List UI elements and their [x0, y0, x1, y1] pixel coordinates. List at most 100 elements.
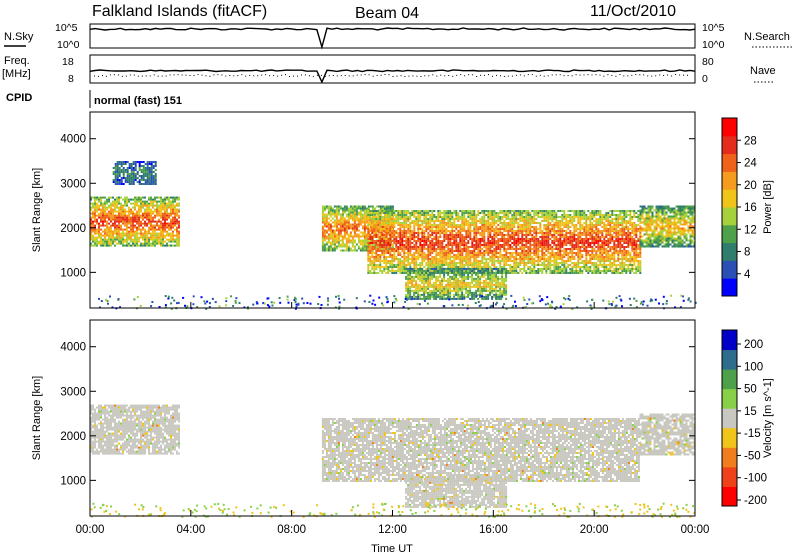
power-cell [487, 240, 490, 242]
nave-point [631, 74, 633, 76]
power-cell [154, 181, 157, 183]
power-cell [469, 256, 472, 258]
power-cell [447, 234, 450, 236]
power-cell [337, 241, 340, 244]
power-cell [421, 244, 424, 246]
power-cell [409, 254, 412, 256]
power-cell [555, 248, 558, 250]
power-cell [341, 217, 344, 220]
power-cell [389, 222, 392, 224]
power-cell [122, 244, 124, 247]
power-cell [481, 210, 484, 212]
power-cell [405, 266, 408, 268]
power-cell [579, 232, 582, 234]
power-cell [387, 233, 390, 236]
power-cell [132, 218, 134, 221]
power-cell [134, 220, 136, 223]
power-cell [124, 224, 126, 227]
power-cell [120, 208, 122, 211]
power-cell [455, 242, 458, 244]
power-cell [108, 230, 110, 233]
power-cell [104, 244, 106, 247]
power-cell [439, 256, 442, 258]
power-cell [507, 216, 510, 218]
power-cell [108, 226, 110, 229]
power-cell [383, 235, 386, 238]
power-cell [140, 175, 143, 177]
power-cell [124, 202, 126, 205]
power-cell [401, 234, 404, 236]
power-cell [443, 238, 446, 240]
power-cell [144, 238, 146, 241]
power-cell [100, 216, 102, 219]
power-cell [116, 210, 118, 213]
power-cell [385, 258, 388, 260]
power-cell [569, 216, 572, 218]
power-cell [461, 244, 464, 246]
nave-point [137, 75, 139, 77]
power-cell [148, 210, 150, 213]
power-cell [579, 214, 582, 216]
power-cell [439, 244, 442, 246]
power-cell [134, 218, 136, 221]
power-cell [128, 226, 130, 229]
power-cell [497, 258, 500, 260]
nave-point [205, 75, 207, 77]
power-cell [477, 228, 480, 230]
power-cell [327, 249, 330, 252]
power-cell [449, 224, 452, 226]
power-cell [459, 266, 462, 268]
power-cell [459, 244, 462, 246]
power-cell [126, 218, 128, 221]
power-cell [341, 229, 344, 232]
power-cell [485, 252, 488, 254]
power-cell [437, 244, 440, 246]
power-cell [431, 260, 434, 262]
power-cell [461, 220, 464, 222]
power-cell [126, 236, 128, 239]
power-cell [359, 221, 362, 224]
power-cell [565, 226, 568, 228]
power-cell [579, 212, 582, 214]
power-cell [487, 224, 490, 226]
power-cell [158, 234, 160, 237]
power-cell [465, 224, 468, 226]
power-cell [539, 226, 542, 228]
power-cell [371, 210, 374, 212]
power-cell [439, 216, 442, 218]
power-cell [439, 236, 442, 238]
nave-point [125, 75, 127, 77]
power-cell [495, 230, 498, 232]
power-cell [409, 236, 412, 238]
power-cell [511, 218, 514, 220]
power-cell [106, 232, 108, 235]
nave-point [312, 75, 314, 77]
power-cell [373, 224, 376, 226]
power-cell [162, 232, 164, 235]
power-cell [154, 228, 156, 231]
power-cell [551, 210, 554, 212]
power-cell [471, 268, 474, 270]
power-cell [112, 214, 114, 217]
power-cell [507, 230, 510, 232]
power-cell [156, 210, 158, 213]
power-cell [477, 254, 480, 256]
power-cell [479, 268, 482, 270]
power-cell [148, 226, 150, 229]
power-cell [130, 179, 133, 181]
power-cell [90, 206, 92, 209]
power-cell [162, 234, 164, 237]
power-cell [541, 234, 544, 236]
power-cell [367, 248, 370, 250]
power-cell [555, 268, 558, 270]
power-cell [118, 173, 121, 175]
power-cell [521, 226, 524, 228]
power-cell [585, 262, 588, 264]
power-cell [595, 222, 598, 224]
power-cell [154, 216, 156, 219]
nave-point [304, 74, 306, 76]
power-cell [363, 231, 366, 234]
power-cell [443, 250, 446, 252]
power-cell [126, 204, 128, 207]
power-cell [142, 234, 144, 237]
